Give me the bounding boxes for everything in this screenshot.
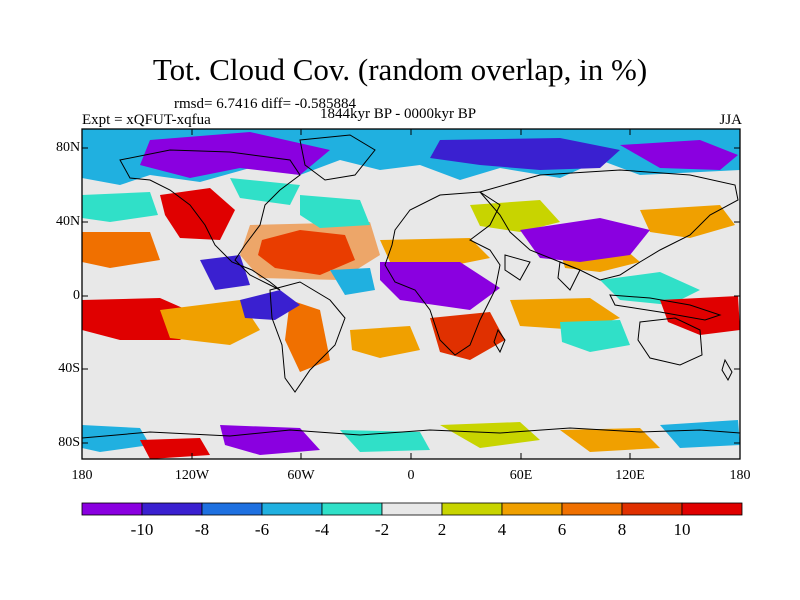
colorbar-label: -6 — [254, 520, 270, 539]
colorbar-label: 6 — [557, 520, 567, 539]
colorbar-box — [441, 502, 503, 516]
colorbar-box — [141, 502, 203, 516]
lon-tick-label: 120W — [174, 468, 210, 483]
colorbar — [81, 502, 743, 516]
experiment-label: Expt = xQFUT-xqfua — [82, 112, 211, 128]
lat-tick-label: 40N — [56, 214, 81, 229]
lat-tick-label: 0 — [73, 288, 80, 303]
colorbar-label: -2 — [374, 520, 390, 539]
lon-tick-label: 180 — [729, 468, 751, 483]
lat-tick-label: 80S — [58, 435, 80, 450]
colorbar-box — [381, 502, 443, 516]
colorbar-label: -10 — [130, 520, 154, 539]
colorbar-box — [81, 502, 143, 516]
lat-tick-label: 40S — [58, 361, 80, 376]
map-title: Tot. Cloud Cov. (random overlap, in %) — [152, 52, 648, 87]
period-label: 1844kyr BP - 0000kyr BP — [320, 106, 477, 122]
lat-tick-label: 80N — [56, 140, 81, 155]
colorbar-box — [561, 502, 623, 516]
colorbar-box — [621, 502, 683, 516]
colorbar-label: 4 — [497, 520, 507, 539]
coastlines — [82, 134, 740, 439]
stats-label: rmsd= 6.7416 diff= -0.585884 — [174, 96, 357, 112]
lon-tick-label: 180 — [71, 468, 93, 483]
colorbar-label: 2 — [437, 520, 447, 539]
colorbar-label: 10 — [673, 520, 691, 539]
lon-tick-label: 60E — [509, 468, 533, 483]
colorbar-box — [201, 502, 263, 516]
colorbar-label: -8 — [194, 520, 210, 539]
anomaly-field — [82, 129, 740, 459]
lon-tick-label: 120E — [615, 468, 645, 483]
colorbar-box — [321, 502, 383, 516]
lon-tick-label: 60W — [287, 468, 315, 483]
colorbar-box — [261, 502, 323, 516]
season-label: JJA — [719, 112, 742, 128]
colorbar-box — [501, 502, 563, 516]
colorbar-label: -4 — [314, 520, 330, 539]
colorbar-label: 8 — [617, 520, 627, 539]
colorbar-box — [681, 502, 743, 516]
lon-tick-label: 0 — [407, 468, 415, 483]
axis-ticks — [81, 129, 741, 459]
